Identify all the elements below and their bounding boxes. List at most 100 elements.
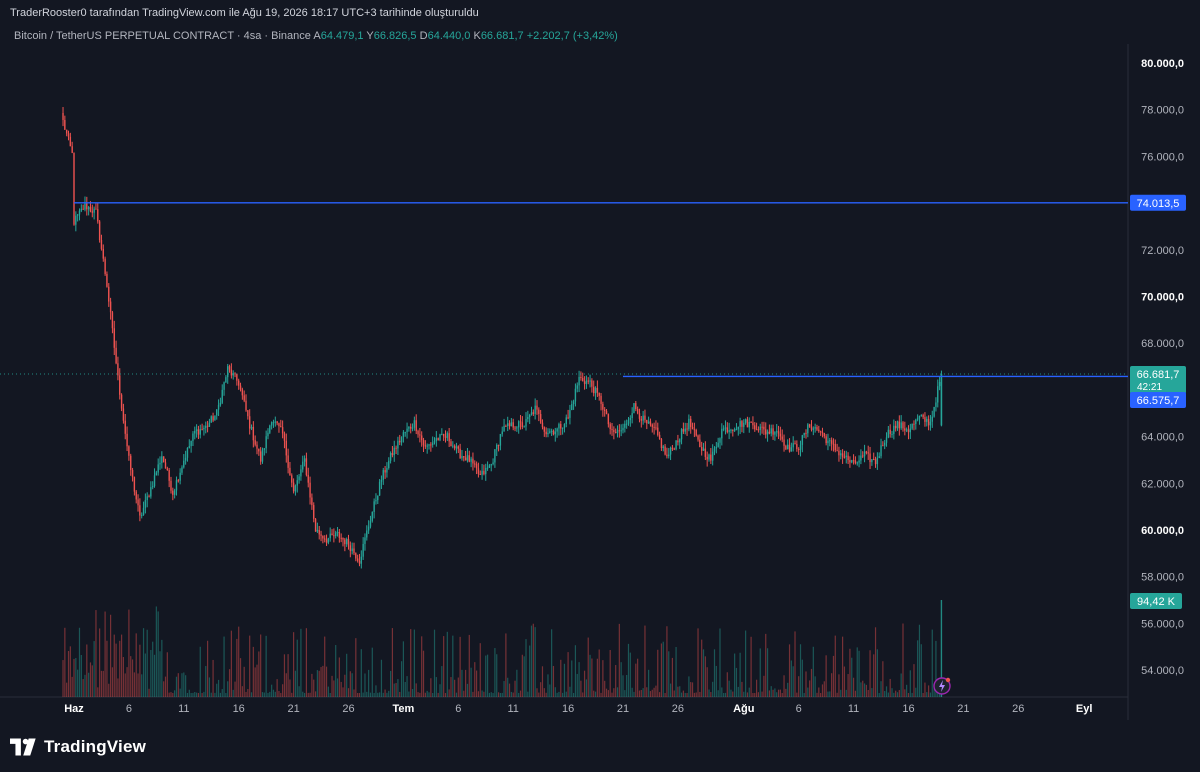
volume-bar <box>702 649 705 697</box>
volume-bar <box>389 670 392 697</box>
candle-body <box>543 427 546 432</box>
candle-body <box>175 480 178 491</box>
volume-bar <box>556 692 558 697</box>
candle-body <box>415 420 417 432</box>
candle-body <box>117 363 119 376</box>
volume-bar <box>699 691 701 697</box>
volume-bar <box>148 688 150 697</box>
candle-body <box>366 530 368 538</box>
candle-body <box>658 434 661 439</box>
low-value: 64.440,0 <box>427 30 471 42</box>
candle-body <box>157 464 159 473</box>
candle-body <box>638 413 641 419</box>
volume-bar <box>704 656 706 697</box>
volume-bar <box>197 692 200 697</box>
tradingview-logo-icon[interactable] <box>10 738 38 756</box>
candle-body <box>130 455 132 470</box>
candle-body <box>197 429 200 435</box>
candle-body <box>442 433 445 437</box>
candle-body <box>510 422 513 427</box>
candle-body <box>660 438 663 449</box>
candle-body <box>314 518 317 532</box>
volume-bar <box>915 687 917 697</box>
volume-bar <box>609 650 611 697</box>
candle-body <box>309 482 311 498</box>
candle-body <box>657 427 659 435</box>
volume-bar <box>287 654 289 697</box>
candle-body <box>472 458 474 464</box>
volume-bar <box>732 691 734 697</box>
volume-bar <box>638 690 641 697</box>
candle-body <box>439 434 441 441</box>
price-tick-label: 62.000,0 <box>1141 478 1184 490</box>
tradingview-brand[interactable]: TradingView <box>44 737 147 756</box>
chart-area[interactable]: 54.000,0 56.000,0 58.000,0 60.000,0 62.000,0… <box>0 44 1200 720</box>
volume-bar <box>249 635 251 697</box>
time-tick-label: 21 <box>287 703 299 715</box>
symbol-title[interactable]: Bitcoin / TetherUS PERPETUAL CONTRACT · … <box>14 30 311 42</box>
candle-body <box>913 423 915 425</box>
volume-bar <box>847 674 849 697</box>
candle-body <box>646 419 648 424</box>
candle-body <box>591 380 593 387</box>
volume-bar <box>472 691 474 697</box>
candle-body <box>710 454 712 461</box>
volume-bar <box>483 691 485 697</box>
volume-bar <box>508 683 511 697</box>
volume-bar <box>574 645 577 697</box>
volume-bar <box>743 691 745 697</box>
volume-bar <box>655 685 657 697</box>
volume-bar <box>223 636 225 697</box>
volume-bar <box>446 631 448 697</box>
candle-body <box>367 526 370 531</box>
candle-body <box>444 436 447 438</box>
volume-bar <box>902 623 904 697</box>
candle-body <box>636 409 639 414</box>
candle-body <box>192 433 194 441</box>
volume-bar <box>887 692 889 697</box>
candle-body <box>190 440 192 447</box>
time-tick-label: 16 <box>562 703 574 715</box>
candle-body <box>834 444 836 451</box>
level-lines[interactable] <box>0 202 1128 378</box>
volume-bar <box>463 690 465 697</box>
candle-body <box>225 377 227 383</box>
candle-body <box>609 424 611 430</box>
candle-body <box>481 470 483 475</box>
candlestick-chart[interactable]: 54.000,0 56.000,0 58.000,0 60.000,0 62.000,0… <box>0 44 1200 720</box>
candle-body <box>104 258 106 274</box>
volume-bar <box>735 667 738 697</box>
candle-body <box>894 425 897 429</box>
candle-body <box>168 470 170 481</box>
volume-bar <box>496 654 498 697</box>
candle-body <box>453 445 456 449</box>
volume-bar <box>175 676 178 697</box>
volume-bar <box>783 675 785 697</box>
time-tick-label: 26 <box>342 703 354 715</box>
candle-body <box>464 457 467 461</box>
volume-bar <box>664 692 666 697</box>
candle-body <box>523 426 525 428</box>
volume-bar <box>677 686 679 697</box>
candle-body <box>582 377 584 382</box>
volume-bar <box>721 687 723 697</box>
candle-body <box>128 446 130 456</box>
candle-body <box>832 443 835 445</box>
candle-body <box>931 416 933 422</box>
candle-body <box>916 418 919 420</box>
candle-body <box>765 429 767 435</box>
candle-body <box>539 414 542 423</box>
candle-body <box>250 426 253 429</box>
candle-body <box>644 415 646 420</box>
lightning-bolt <box>939 680 945 692</box>
volume-bar <box>338 657 340 697</box>
time-axis[interactable]: Haz 6 11 16 21 26 Tem 6 11 16 21 26 Ağu 6 11 16 21 26 Eyl <box>64 703 1092 715</box>
volume-bar <box>181 673 183 697</box>
volume-bar <box>258 651 260 697</box>
candle-body <box>563 424 566 428</box>
volume-bar <box>166 652 168 697</box>
candle-body <box>684 428 686 432</box>
volume-bar <box>366 691 368 697</box>
alert-button[interactable] <box>933 677 951 695</box>
volume-bar <box>869 650 871 697</box>
